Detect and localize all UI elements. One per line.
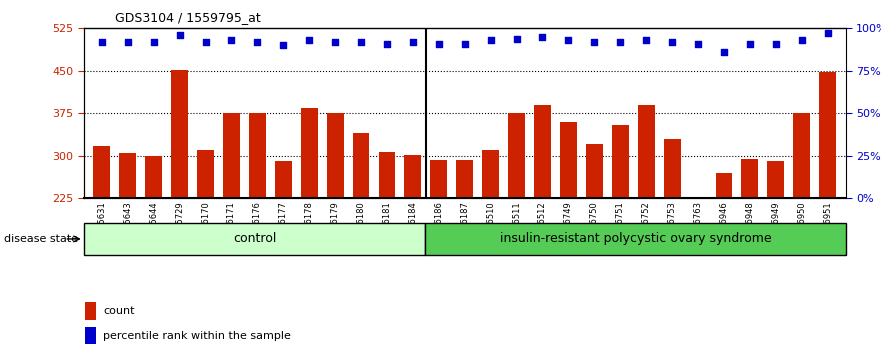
Point xyxy=(432,41,446,46)
Point xyxy=(561,38,575,43)
Bar xyxy=(456,160,473,326)
Text: insulin-resistant polycystic ovary syndrome: insulin-resistant polycystic ovary syndr… xyxy=(500,233,772,245)
Text: disease state: disease state xyxy=(4,234,78,244)
Bar xyxy=(482,150,499,326)
Bar xyxy=(84,223,426,255)
Bar xyxy=(426,223,846,255)
Point xyxy=(665,39,679,45)
Bar xyxy=(145,156,162,326)
Text: GDS3104 / 1559795_at: GDS3104 / 1559795_at xyxy=(115,11,260,24)
Point xyxy=(639,38,653,43)
Point xyxy=(406,39,420,45)
Point xyxy=(509,36,523,41)
Point xyxy=(820,30,834,36)
Point xyxy=(354,39,368,45)
Point xyxy=(198,39,212,45)
Bar xyxy=(663,139,680,326)
Bar xyxy=(534,105,551,326)
Bar xyxy=(197,150,214,326)
Bar xyxy=(352,133,369,326)
Bar xyxy=(638,105,655,326)
Bar xyxy=(793,113,811,326)
Bar xyxy=(508,113,525,326)
Point xyxy=(484,38,498,43)
Text: count: count xyxy=(103,306,135,316)
Point xyxy=(743,41,757,46)
Point xyxy=(146,39,160,45)
Bar xyxy=(379,152,396,326)
Point xyxy=(588,39,602,45)
Bar xyxy=(431,160,448,326)
Point xyxy=(95,39,109,45)
Bar xyxy=(560,122,577,326)
Point xyxy=(250,39,264,45)
Point xyxy=(328,39,342,45)
Point xyxy=(457,41,471,46)
Bar xyxy=(300,108,318,326)
Bar xyxy=(690,196,707,326)
Bar xyxy=(85,302,96,320)
Point xyxy=(380,41,394,46)
Bar xyxy=(611,125,629,326)
Bar xyxy=(819,72,836,326)
Bar xyxy=(715,173,732,326)
Bar xyxy=(586,144,603,326)
Point xyxy=(121,39,135,45)
Bar xyxy=(119,154,137,326)
Bar xyxy=(223,113,240,326)
Point xyxy=(795,38,809,43)
Bar xyxy=(767,161,784,326)
Point xyxy=(691,41,705,46)
Point xyxy=(717,49,731,55)
Bar xyxy=(249,113,266,326)
Bar xyxy=(742,159,759,326)
Point xyxy=(302,38,316,43)
Text: control: control xyxy=(233,233,276,245)
Bar xyxy=(171,70,188,326)
Point xyxy=(225,38,239,43)
Point xyxy=(769,41,783,46)
Bar xyxy=(404,155,421,326)
Point xyxy=(277,42,291,48)
Bar xyxy=(275,161,292,326)
Bar xyxy=(85,327,96,344)
Bar xyxy=(93,145,110,326)
Point xyxy=(173,32,187,38)
Text: percentile rank within the sample: percentile rank within the sample xyxy=(103,331,291,341)
Bar xyxy=(327,113,344,326)
Point xyxy=(536,34,550,40)
Point xyxy=(613,39,627,45)
